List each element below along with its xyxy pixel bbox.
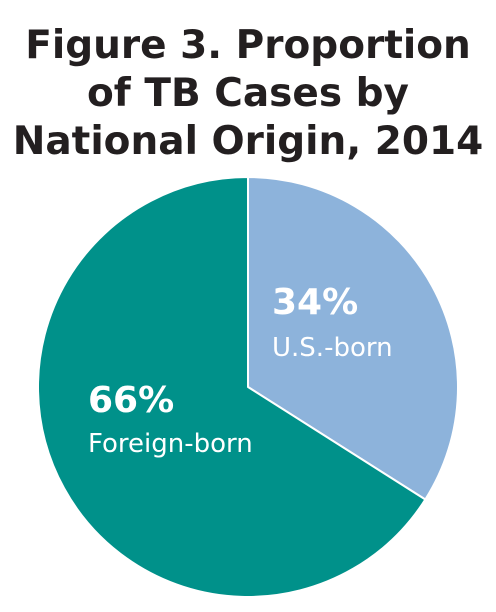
chart-title-line-3: National Origin, 2014	[13, 119, 484, 164]
slice-value-us-born: 34%	[272, 282, 358, 323]
slice-label-foreign-born-group: 66% Foreign-born	[88, 380, 253, 459]
chart-title-line-1: Figure 3. Proportion	[25, 23, 471, 68]
pie-plot-area	[37, 176, 459, 598]
slice-value-foreign-born: 66%	[88, 380, 174, 421]
slice-label-us-born: U.S.-born	[272, 333, 393, 363]
slice-label-us-born-group: 34% U.S.-born	[272, 282, 393, 363]
slice-label-foreign-born: Foreign-born	[88, 429, 253, 459]
pie-slice-us-born	[247, 176, 459, 501]
chart-title-line-2: of TB Cases by	[87, 71, 409, 116]
pie-slice-foreign-born	[37, 176, 427, 598]
